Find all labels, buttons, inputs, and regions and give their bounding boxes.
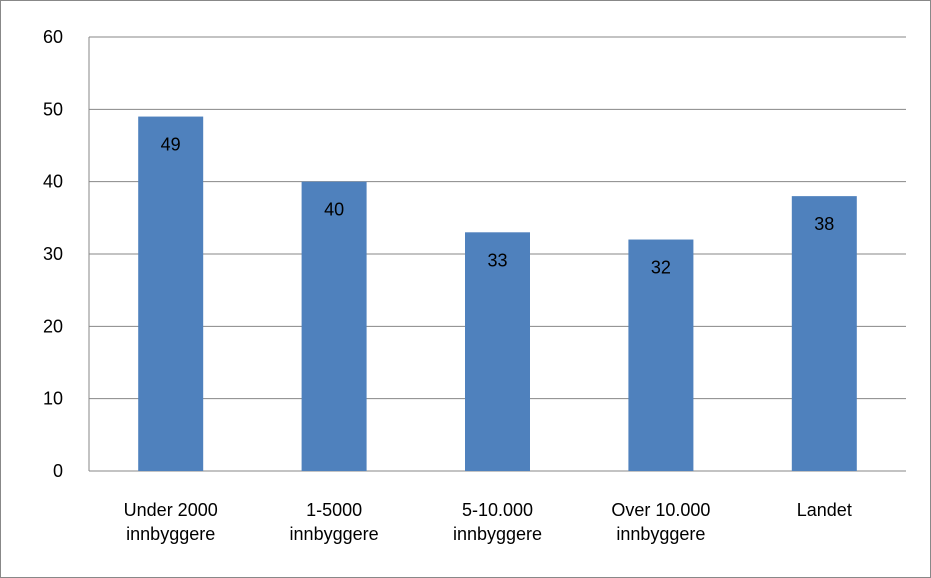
y-tick-label: 40 [43, 172, 63, 192]
bars [138, 116, 857, 472]
y-tick-label: 10 [43, 389, 63, 409]
data-label: 49 [161, 135, 181, 155]
y-tick-label: 60 [43, 27, 63, 47]
x-axis-category-labels: Under 2000 innbyggere 1-5000 innbyggere 5-10… [124, 500, 852, 544]
x-category-label: Over 10.000 innbyggere [611, 500, 710, 544]
y-axis-tick-labels: 0 10 20 30 40 50 60 [43, 27, 63, 481]
bar [628, 239, 694, 471]
y-tick-label: 30 [43, 244, 63, 264]
bar [138, 116, 204, 472]
data-label: 38 [814, 214, 834, 234]
x-category-label: 1-5000 innbyggere [290, 500, 379, 544]
bar [465, 232, 530, 471]
x-category-label: Under 2000 innbyggere [124, 500, 218, 544]
data-label: 32 [651, 258, 671, 278]
y-tick-label: 20 [43, 316, 63, 336]
bar [301, 181, 367, 471]
bar [791, 196, 857, 471]
data-label: 40 [324, 200, 344, 220]
x-category-label: 5-10.000 innbyggere [453, 500, 542, 544]
data-label: 33 [487, 250, 507, 270]
y-tick-label: 0 [53, 461, 63, 481]
x-category-label: Landet [797, 500, 852, 520]
data-labels: 49 40 33 32 38 [161, 135, 835, 278]
y-tick-label: 50 [43, 99, 63, 119]
